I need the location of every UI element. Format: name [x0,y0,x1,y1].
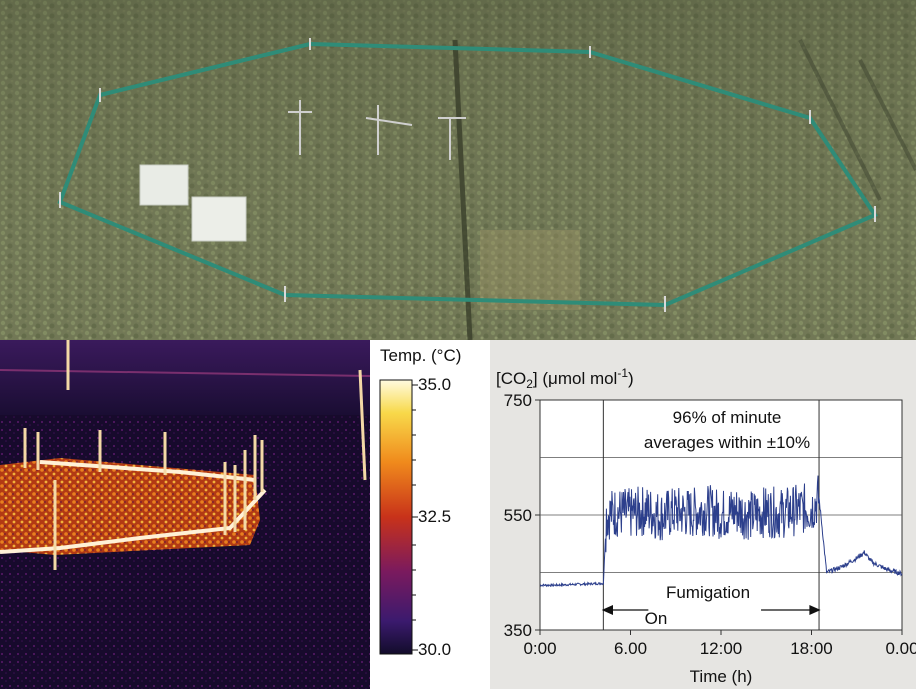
colorbar-gradient [379,379,413,655]
y-axis-title-sup: -1 [617,366,628,380]
colorbar-tick-max: 35.0 [418,375,452,394]
colorbar-title: Temp. (°C) [380,346,462,365]
y-tick-label: 350 [504,621,532,640]
co2-chart-panel: [CO2] (μmol mol-1) 750 550 350 0:00 6.00 12:0… [490,340,916,689]
arrowhead-left [601,604,613,616]
x-tick-label: 12:00 [700,639,743,658]
annotation-bottom-line2: On [645,609,668,628]
colorbar-tick-min: 30.0 [418,640,452,659]
y-tick-label: 750 [504,391,532,410]
annotation-bottom-line1: Fumigation [666,583,750,602]
temperature-colorbar: Temp. (°C) 35.0 32.5 30.0 [370,340,490,689]
y-axis-title-prefix: [CO [496,369,526,388]
x-tick-label: 18:00 [790,639,833,658]
y-axis-title-mid: ] (μmol mol [533,369,617,388]
co2-series-line [539,475,903,588]
y-axis-title-sub: 2 [526,377,533,391]
annotation-top-line1: 96% of minute [673,408,782,427]
y-axis-title-end: ) [628,369,634,388]
colorbar-tick-mid: 32.5 [418,507,452,526]
y-axis-title: [CO2] (μmol mol-1) [496,366,634,391]
x-axis-title: Time (h) [690,667,753,686]
x-tick-label: 6.00 [614,639,647,658]
arrowhead-right [809,604,821,616]
y-tick-label: 550 [504,506,532,525]
annotation-top-line2: averages within ±10% [644,433,810,452]
x-tick-label: 0:00 [523,639,556,658]
thermal-image [0,340,370,689]
x-tick-label: 0.00 [885,639,916,658]
field-photo [0,0,916,340]
